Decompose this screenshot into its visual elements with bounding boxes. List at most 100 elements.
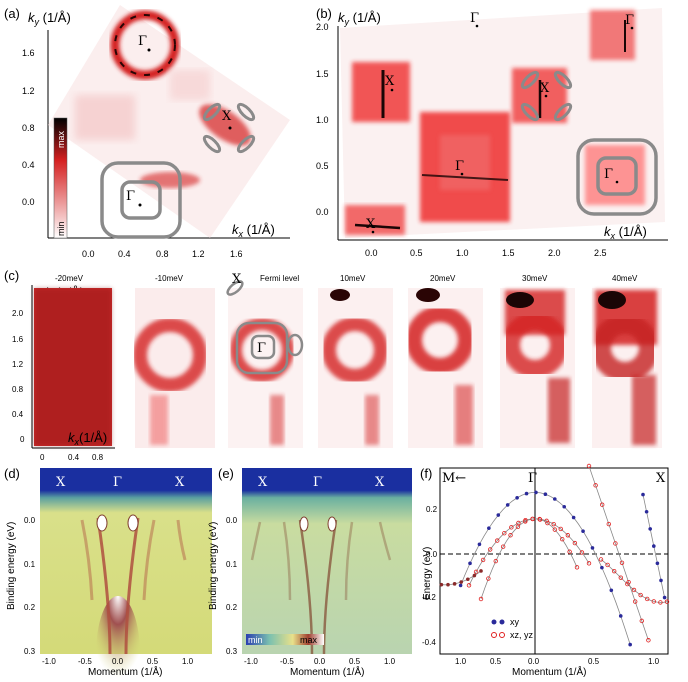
tick: -0.5 (78, 657, 92, 666)
band-point (628, 642, 632, 647)
band-point (605, 562, 610, 568)
band-point (534, 490, 538, 495)
x-point-label: X (540, 81, 550, 96)
gamma-label: Γ (625, 13, 634, 28)
tick: 0.4 (12, 410, 24, 419)
band-point (487, 526, 491, 530)
fermi-pocket-x (520, 70, 573, 122)
gamma-label: Γ (313, 475, 322, 490)
band-point (458, 583, 463, 588)
band-point (633, 599, 638, 604)
band-point (572, 540, 578, 546)
tick: 1.5 (316, 69, 329, 79)
band-point (466, 577, 470, 582)
tick: 0.1 (226, 560, 238, 569)
tick: 1.0 (456, 248, 469, 258)
band-point (619, 560, 625, 565)
tick: 0.0 (316, 207, 329, 217)
band-point (639, 618, 644, 624)
tick: 0.4 (68, 453, 80, 462)
energy-label: -20meV (55, 274, 84, 283)
band-point (658, 600, 663, 605)
x-point-label: X (232, 272, 242, 287)
gamma-label: Γ (257, 341, 266, 356)
panel-c: (c) ky(1/Å) 2.0 1.6 1.2 0.8 0.4 0 0 0.4 … (4, 268, 662, 462)
colorbar (246, 634, 324, 645)
slice-10 (318, 288, 393, 448)
band-line (600, 559, 668, 603)
band-line (588, 465, 649, 641)
tick: 1.6 (12, 335, 24, 344)
band-point (612, 568, 617, 574)
x-point-label: X (56, 475, 66, 490)
gamma-label: Γ (455, 159, 464, 174)
tick: 0.3 (24, 647, 36, 656)
band-point (651, 599, 656, 604)
panel-b: (b) ky (1/Å) 2.0 1.5 1.0 0.5 0.0 0.0 0.5… (316, 6, 668, 258)
colorbar-min: min (56, 221, 66, 236)
panel-d-xlabel: Momentum (1/Å) (88, 665, 162, 677)
panel-f-x-ticks: 1.0 0.5 0.0 0.5 1.0 (455, 657, 660, 666)
band-point (659, 578, 663, 583)
tick: 0.0 (426, 550, 438, 559)
x-point-label: X (375, 475, 385, 490)
band-point (496, 513, 501, 517)
tick: -0.2 (422, 593, 436, 602)
band-point (459, 580, 464, 584)
tick: 1.0 (648, 657, 660, 666)
energy-label: 40meV (612, 274, 638, 283)
tick: 0.3 (226, 647, 238, 656)
band-point (664, 599, 670, 604)
direction-m-label: M← (442, 471, 466, 486)
band-point (505, 503, 510, 507)
band-point (655, 561, 660, 566)
slice-40 (591, 288, 662, 448)
band-point (479, 569, 483, 573)
panel-a-map (48, 5, 290, 238)
tick: 1.6 (22, 48, 35, 58)
legend-xy: xy (510, 617, 520, 627)
tick: 1.0 (182, 657, 194, 666)
x-point-label: X (656, 471, 666, 486)
gamma-label: Γ (528, 471, 537, 486)
panel-e-ylabel: Binding energy (eV) (208, 522, 219, 610)
intensity-glow (96, 596, 140, 682)
tick: 1.2 (192, 249, 205, 259)
band-point (606, 521, 611, 527)
band-point (551, 521, 556, 527)
tick: 0.0 (82, 249, 95, 259)
tick: 1.0 (384, 657, 396, 666)
energy-label: 30meV (522, 274, 548, 283)
panel-f-ylabel: Energy (eV) (422, 547, 433, 600)
tick: 0.8 (22, 123, 35, 133)
panel-d-y-ticks: 0.0 0.1 0.2 0.3 (24, 516, 36, 656)
band-point (558, 526, 563, 532)
band-point (593, 483, 598, 488)
panel-b-label: (b) (316, 6, 332, 21)
band-point (486, 576, 491, 581)
x-point-label: X (222, 109, 232, 124)
tick: 1.0 (316, 115, 329, 125)
panel-d-x-ticks: -1.0 -0.5 0.0 0.5 1.0 (42, 657, 194, 666)
fermi-pocket-gamma (576, 138, 658, 216)
panel-b-y-ticks: 2.0 1.5 1.0 0.5 0.0 (316, 22, 329, 217)
band-point (571, 515, 576, 520)
slice-fermi (226, 280, 304, 448)
band-point (560, 536, 565, 542)
band-point (638, 592, 643, 598)
slice-minus20 (34, 288, 112, 446)
tick: 0.5 (349, 657, 361, 666)
panel-b-map (340, 8, 665, 238)
panel-f-label: (f) (420, 466, 432, 481)
tick: 0.4 (22, 160, 35, 170)
panel-a: (a) ky (1/Å) 1.6 1.2 0.8 0.4 0.0 0.0 0.4… (4, 5, 290, 259)
energy-label: 10meV (340, 274, 366, 283)
band-point (452, 582, 457, 586)
tick: -0.4 (422, 638, 436, 647)
energy-label: Fermi level (260, 274, 299, 283)
band-point (480, 557, 486, 563)
tick: 0.0 (365, 248, 378, 258)
band-point (646, 638, 651, 643)
tick: 2.0 (12, 309, 24, 318)
